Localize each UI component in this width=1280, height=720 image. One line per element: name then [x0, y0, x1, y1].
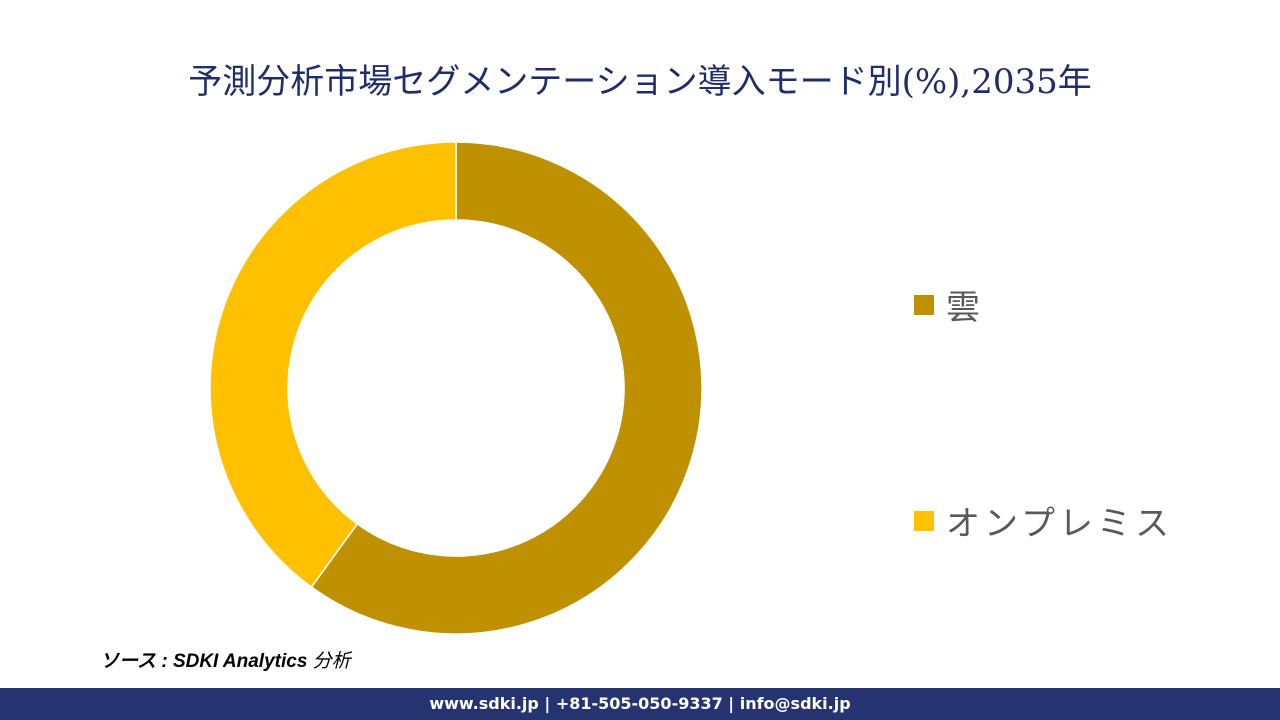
legend-swatch-on-premise [914, 510, 934, 531]
donut-slice-cloud [310, 141, 703, 635]
legend-label-cloud: 雲 [946, 288, 984, 328]
source-name: SDKI Analytics [172, 651, 313, 672]
source-note: ソース : SDKI Analytics 分析 [100, 646, 351, 673]
legend-item-on-premise: オンプレミス [914, 496, 1173, 545]
legend-item-cloud: 雲 [914, 280, 984, 329]
legend-swatch-cloud [914, 294, 934, 315]
legend-label-on-premise: オンプレミス [946, 504, 1173, 544]
chart-title: 予測分析市場セグメンテーション導入モード別(%),2035年 [188, 62, 1092, 102]
footer-contact-bar: www.sdki.jp | +81-505-050-9337 | info@sd… [0, 688, 1280, 720]
source-suffix: 分析 [312, 651, 351, 672]
donut-slice-on-premise [209, 141, 457, 589]
source-prefix: ソース : [100, 651, 173, 672]
donut-slices [209, 141, 703, 635]
